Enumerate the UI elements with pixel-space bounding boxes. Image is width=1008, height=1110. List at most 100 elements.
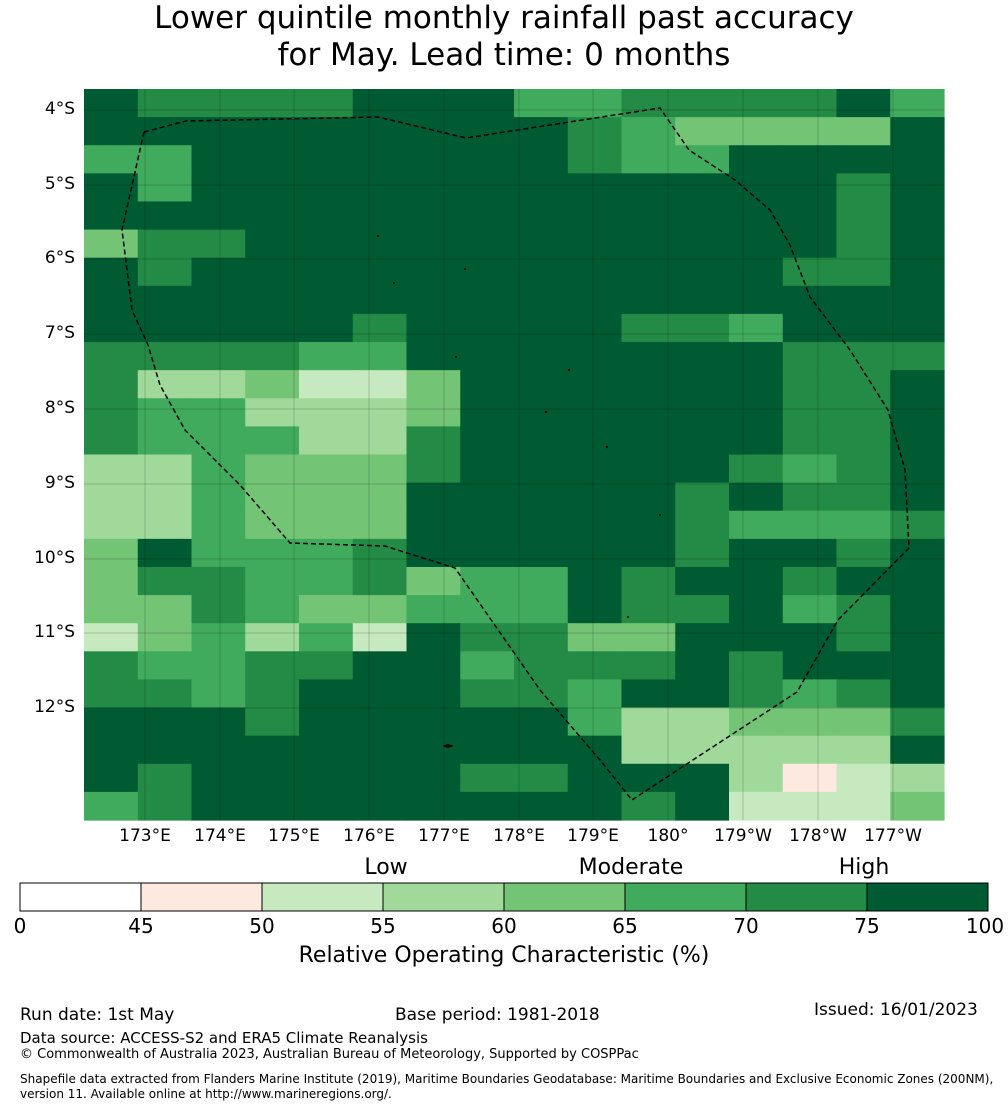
grid-cell	[729, 763, 784, 793]
grid-cell	[621, 538, 676, 568]
grid-cell	[621, 510, 676, 540]
grid-cell	[352, 623, 408, 652]
grid-cell	[299, 145, 354, 174]
grid-cell	[621, 566, 676, 596]
grid-cell	[352, 398, 408, 427]
grid-cell	[352, 763, 408, 793]
grid-cell	[460, 426, 515, 456]
grid-cell	[514, 735, 569, 765]
grid-cell	[460, 398, 515, 427]
grid-cell	[621, 679, 676, 709]
grid-cell	[621, 791, 676, 821]
grid-cell	[567, 595, 623, 624]
grid-cell	[191, 201, 246, 231]
grid-cell	[84, 791, 139, 821]
grid-cell	[191, 538, 246, 568]
grid-cell	[782, 257, 838, 287]
grid-cell	[406, 595, 461, 624]
grid-cell	[567, 623, 623, 652]
grid-cell	[836, 285, 891, 315]
grid-cell	[514, 763, 569, 793]
grid-cell	[245, 454, 300, 484]
grid-cell	[514, 145, 569, 174]
grid-cell	[460, 201, 515, 231]
grid-cell	[406, 89, 461, 118]
grid-cell	[782, 707, 838, 737]
grid-cell	[137, 623, 193, 652]
grid-cell	[675, 426, 730, 456]
grid-cell	[299, 566, 354, 596]
grid-cell	[890, 342, 945, 371]
grid-cell	[729, 623, 784, 652]
grid-cell	[836, 510, 891, 540]
colorbar-segment	[262, 883, 383, 911]
lat-label: 4°S	[44, 99, 75, 119]
grid-cell	[352, 426, 408, 456]
grid-cell	[836, 145, 891, 174]
grid-cell	[782, 398, 838, 427]
grid-cell	[84, 538, 139, 568]
grid-cell	[191, 173, 246, 203]
grid-cell	[621, 623, 676, 652]
grid-cell	[782, 145, 838, 174]
grid-cell	[567, 566, 623, 596]
grid-cell	[782, 763, 838, 793]
colorbar-tick: 70	[733, 914, 759, 938]
grid-cell	[406, 313, 461, 343]
grid-cell	[621, 342, 676, 371]
grid-cell	[299, 257, 354, 287]
grid-cell	[460, 791, 515, 821]
grid-cell	[191, 426, 246, 456]
grid-cell	[621, 707, 676, 737]
grid-cell	[406, 257, 461, 287]
grid-cell	[191, 145, 246, 174]
grid-cell	[460, 651, 515, 681]
grid-cell	[514, 623, 569, 652]
grid-cell	[567, 538, 623, 568]
grid-cell	[621, 229, 676, 259]
grid-cell	[675, 482, 730, 512]
grid-cell	[299, 370, 354, 399]
grid-cell	[729, 285, 784, 315]
grid-cell	[782, 735, 838, 765]
grid-cell	[460, 538, 515, 568]
issued-date: Issued: 16/01/2023	[814, 1000, 978, 1020]
grid-cell	[890, 229, 945, 259]
grid-cell	[890, 735, 945, 765]
grid-cell	[406, 763, 461, 793]
grid-cell	[406, 229, 461, 259]
grid-cell	[299, 651, 354, 681]
lon-label: 180°	[647, 826, 689, 846]
grid-cell	[567, 791, 623, 821]
grid-cell	[675, 173, 730, 203]
grid-cell	[782, 791, 838, 821]
grid-cell	[729, 342, 784, 371]
grid-cell	[299, 679, 354, 709]
grid-cell	[782, 173, 838, 203]
grid-cell	[675, 707, 730, 737]
grid-cell	[836, 566, 891, 596]
grid-cell	[514, 89, 569, 118]
run-date: Run date: 1st May	[20, 1005, 175, 1025]
grid-cell	[84, 566, 139, 596]
grid-cell	[137, 707, 193, 737]
lon-label: 178°E	[493, 826, 545, 846]
grid-cell	[621, 735, 676, 765]
grid-cell	[352, 679, 408, 709]
grid-cell	[621, 285, 676, 315]
grid-cell	[245, 510, 300, 540]
grid-cell	[836, 89, 891, 118]
grid-cell	[514, 313, 569, 343]
grid-cell	[137, 398, 193, 427]
grid-cell	[299, 342, 354, 371]
lon-label: 173°E	[119, 826, 171, 846]
grid-cell	[514, 595, 569, 624]
grid-cell	[514, 538, 569, 568]
grid-cell	[299, 538, 354, 568]
grid-cell	[836, 595, 891, 624]
grid-cell	[191, 510, 246, 540]
grid-cell	[84, 257, 139, 287]
grid-cell	[406, 651, 461, 681]
grid-cell	[406, 145, 461, 174]
grid-cell	[514, 370, 569, 399]
